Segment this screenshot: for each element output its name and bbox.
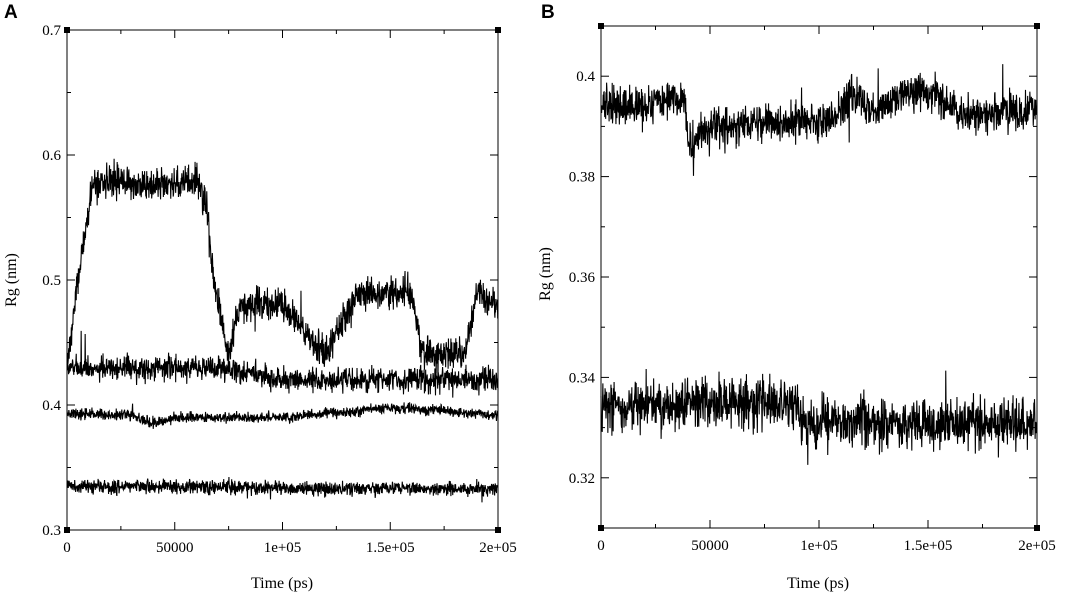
panel-a-series-2 [66,402,499,429]
panel-a-series-1 [66,330,499,398]
panel-a-ytick-label: 0.7 [42,23,61,39]
panel-b-xtick-label: 0 [597,538,605,554]
panel-b-ytick-label: 0.34 [569,370,596,386]
panel-a-xtick-label: 0 [63,540,71,556]
panel-a-ytick-label: 0.4 [42,398,61,414]
panel-b-series-1 [600,64,1038,176]
panel-a-series-4 [66,158,499,384]
panel-b-series [600,64,1038,465]
panel-b-ytick-label: 0.4 [576,69,595,85]
panel-a-xtick-label: 2e+05 [479,540,517,556]
panel-b-letter: B [541,2,555,23]
panel-b-axes: 0 50000 1e+05 1.5e+05 2e+05 0.32 0.34 0.36 0.38 0… [569,23,1056,554]
panel-a-xtick-label: 50000 [156,540,194,556]
panel-b: B 0 50000 1e+05 1.5e+05 2e+05 0.32 0.34 0.36 0.3… [537,2,1056,592]
panel-a-ytick-label: 0.3 [42,523,61,539]
panel-a-series [66,158,499,503]
panel-b-ytick-label: 0.32 [569,471,595,487]
panel-b-xtick-label: 50000 [691,538,729,554]
panel-b-ytick-label: 0.36 [569,270,596,286]
panel-a-ylabel: Rg (nm) [3,253,20,307]
panel-b-xtick-label: 2e+05 [1018,538,1056,554]
panel-a-series-3 [66,477,499,503]
panel-a-ytick-label: 0.6 [42,148,61,164]
panel-a-xlabel: Time (ps) [251,575,313,592]
panel-a: A 0 50000 1e+05 1.5e+05 2e+05 0.3 0.4 0.5 0.6 0.7… [3,2,517,592]
panel-a-axes: 0 50000 1e+05 1.5e+05 2e+05 0.3 0.4 0.5 0.6 0.7 [42,23,517,556]
panel-a-ytick-label: 0.5 [42,273,61,289]
panel-a-frame [66,29,499,531]
panel-b-xtick-label: 1.5e+05 [904,538,953,554]
panel-b-ytick-label: 0.38 [569,170,595,186]
panel-b-ylabel: Rg (nm) [537,247,554,301]
panel-a-xtick-label: 1e+05 [264,540,302,556]
panel-b-series-2 [600,369,1038,465]
panel-a-xtick-label: 1.5e+05 [366,540,415,556]
panel-b-xtick-label: 1e+05 [800,538,838,554]
panel-a-letter: A [4,2,18,23]
panel-b-xlabel: Time (ps) [787,575,849,592]
